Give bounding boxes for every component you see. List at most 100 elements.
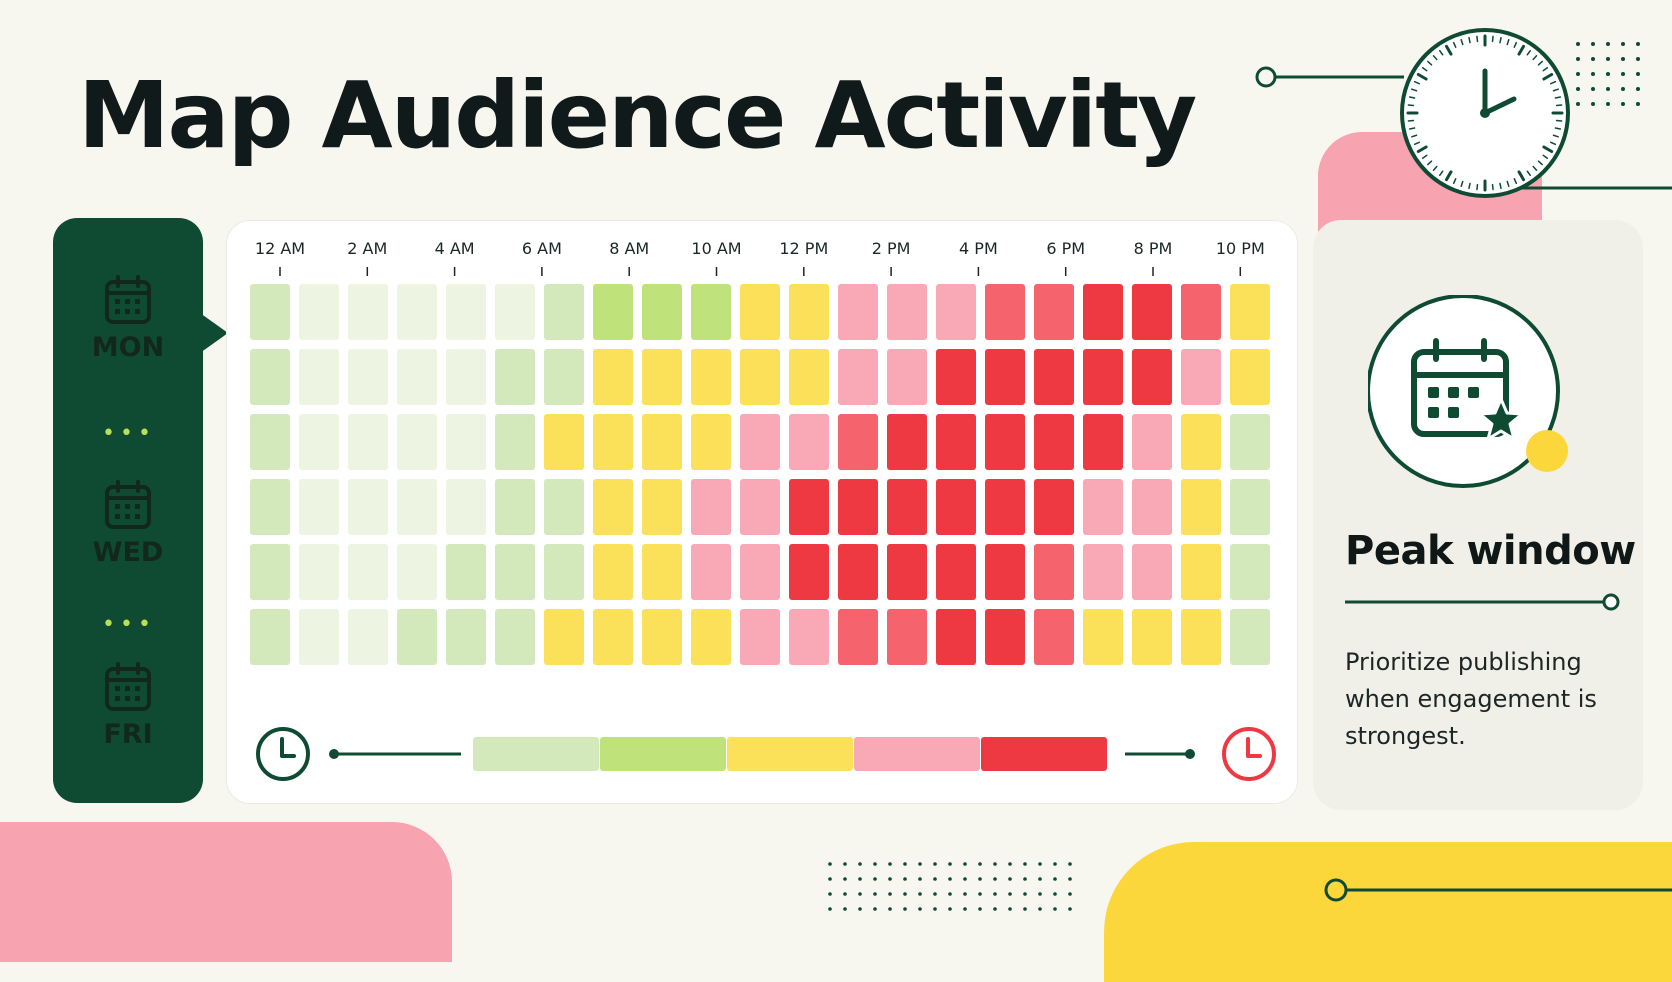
heatmap-cell — [1034, 544, 1074, 600]
legend — [256, 727, 1276, 781]
day-card-wed[interactable]: WED — [78, 453, 178, 593]
heatmap-cell — [593, 609, 633, 665]
heatmap-cell — [544, 609, 584, 665]
x-tick-label: 12 AM — [255, 239, 305, 258]
heatmap-cell — [250, 414, 290, 470]
heatmap-cell — [250, 479, 290, 535]
day-card-mon[interactable]: MON — [78, 261, 178, 376]
heatmap-cell — [1181, 349, 1221, 405]
heatmap-cell — [1181, 414, 1221, 470]
x-tick-label: 12 PM — [779, 239, 828, 258]
heatmap-cell — [250, 349, 290, 405]
heatmap-cell — [348, 349, 388, 405]
heatmap-cell — [642, 284, 682, 340]
heatmap-cell — [1230, 284, 1270, 340]
heatmap-cell — [1034, 349, 1074, 405]
heatmap-cell — [495, 544, 535, 600]
heatmap-cell — [887, 544, 927, 600]
heatmap-cell — [691, 349, 731, 405]
heatmap-cell — [691, 479, 731, 535]
heatmap-cell — [593, 284, 633, 340]
heatmap-cell — [691, 414, 731, 470]
heatmap-cell — [544, 414, 584, 470]
heatmap-cell — [495, 284, 535, 340]
heatmap-cell — [397, 609, 437, 665]
heatmap-cell — [838, 609, 878, 665]
page-title: Map Audience Activity — [78, 62, 1197, 169]
heatmap-cell — [397, 479, 437, 535]
heatmap-cell — [1230, 349, 1270, 405]
heatmap-cell — [642, 609, 682, 665]
heatmap-cell — [299, 414, 339, 470]
clock-end-icon — [1222, 727, 1276, 781]
heatmap-cell — [887, 349, 927, 405]
clock-decoration — [1255, 28, 1672, 198]
heatmap-cell — [446, 479, 486, 535]
heatmap-cell — [936, 479, 976, 535]
heatmap-cell — [299, 284, 339, 340]
heatmap-cell — [250, 609, 290, 665]
heatmap-cell — [495, 479, 535, 535]
heatmap-cell — [397, 349, 437, 405]
dot-grid-decoration — [828, 862, 1072, 911]
heatmap-cell — [1083, 414, 1123, 470]
heatmap-cell — [397, 284, 437, 340]
x-tick-label: 2 AM — [347, 239, 387, 258]
heatmap-cell — [1181, 544, 1221, 600]
heatmap-cell — [887, 609, 927, 665]
heatmap-cell — [299, 544, 339, 600]
day-selector-panel: MON ••• WED ••• FRI — [53, 218, 203, 803]
heatmap-cell — [691, 544, 731, 600]
heatmap-cell — [544, 349, 584, 405]
legend-line-end-dot — [1185, 749, 1195, 759]
heatmap-cell — [1132, 284, 1172, 340]
peak-window-card: Peak window Prioritize publishing when e… — [1313, 220, 1643, 810]
heatmap-cell — [593, 349, 633, 405]
heatmap-cell — [789, 349, 829, 405]
heatmap-cell — [887, 479, 927, 535]
day-card-fri[interactable]: FRI — [78, 638, 178, 773]
heatmap-cell — [1083, 609, 1123, 665]
day-label-wed: WED — [92, 536, 164, 568]
heatmap-cell — [1230, 609, 1270, 665]
heatmap-cell — [250, 544, 290, 600]
day-label-mon: MON — [91, 332, 165, 363]
heatmap-cell — [691, 284, 731, 340]
heatmap-cells — [250, 284, 1270, 665]
heatmap-cell — [1083, 479, 1123, 535]
heatmap-cell — [446, 609, 486, 665]
calendar-icon — [105, 662, 151, 711]
heatmap-cell — [1230, 544, 1270, 600]
x-tick-label: 8 PM — [1134, 239, 1173, 258]
heatmap-cell — [593, 414, 633, 470]
heatmap-cell — [544, 284, 584, 340]
heatmap-cell — [936, 349, 976, 405]
heatmap-cell — [1034, 284, 1074, 340]
heatmap-cell — [887, 414, 927, 470]
heatmap-cell — [642, 544, 682, 600]
heatmap-cell — [936, 284, 976, 340]
heatmap-cell — [838, 544, 878, 600]
heatmap-cell — [985, 414, 1025, 470]
heatmap-cell — [789, 284, 829, 340]
heatmap-cell — [1230, 414, 1270, 470]
legend-swatch — [473, 737, 599, 771]
heatmap-cell — [495, 414, 535, 470]
heatmap-cell — [740, 479, 780, 535]
heatmap-cell — [838, 349, 878, 405]
heatmap-cell — [740, 414, 780, 470]
dot-grid-decoration — [1576, 42, 1640, 106]
heatmap-cell — [789, 479, 829, 535]
connector-decoration — [1324, 878, 1672, 902]
heatmap-cell — [740, 284, 780, 340]
heatmap-cell — [544, 479, 584, 535]
heatmap-cell — [936, 544, 976, 600]
heatmap-cell — [348, 609, 388, 665]
legend-swatch — [600, 737, 726, 771]
heatmap-cell — [1034, 479, 1074, 535]
calendar-star-icon — [1368, 295, 1568, 488]
heatmap-cell — [348, 479, 388, 535]
heatmap-cell — [691, 609, 731, 665]
heatmap-cell — [642, 479, 682, 535]
heatmap-cell — [1083, 284, 1123, 340]
